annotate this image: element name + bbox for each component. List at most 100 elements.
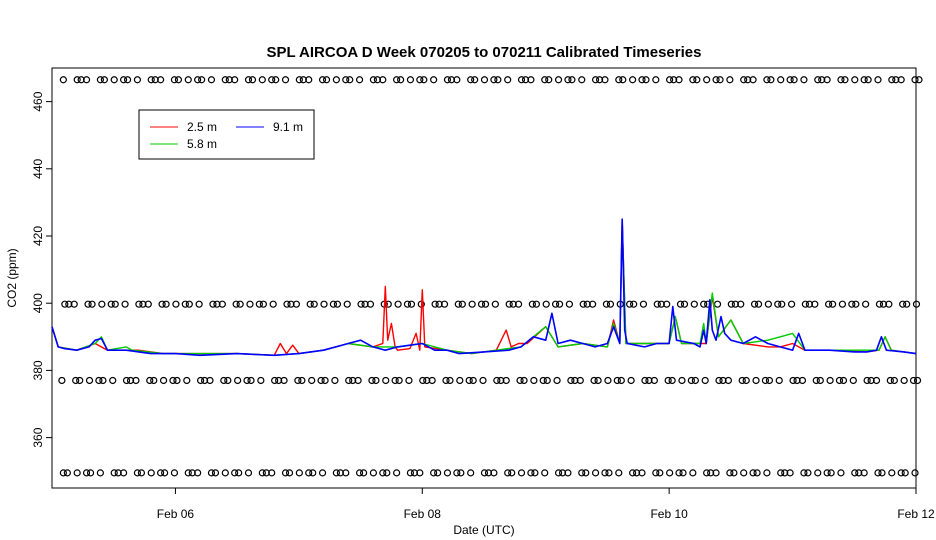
calibration-point bbox=[892, 76, 900, 84]
calibration-point bbox=[281, 76, 290, 84]
calibration-point bbox=[122, 376, 131, 385]
calibration-point bbox=[98, 300, 106, 308]
calibration-point bbox=[110, 76, 118, 84]
calibration-point bbox=[835, 376, 844, 385]
calibration-point bbox=[633, 469, 641, 477]
calibration-point bbox=[657, 300, 665, 308]
calibration-point bbox=[541, 76, 549, 84]
calibration-point bbox=[169, 376, 177, 385]
calibration-point bbox=[509, 300, 517, 308]
calibration-point bbox=[605, 469, 613, 477]
calibration-point bbox=[467, 76, 475, 84]
calibration-point bbox=[232, 300, 240, 308]
calibration-point bbox=[198, 76, 206, 84]
calibration-point bbox=[527, 76, 535, 84]
series-lines bbox=[51, 218, 917, 357]
calibration-point bbox=[863, 376, 871, 385]
calibration-point bbox=[185, 300, 193, 308]
calibration-point bbox=[458, 300, 466, 308]
plot-frame bbox=[51, 67, 917, 489]
calibration-point bbox=[181, 300, 189, 308]
calibration-point bbox=[479, 376, 487, 385]
calibration-point bbox=[95, 376, 103, 385]
calibration-point bbox=[465, 376, 473, 385]
calibration-point bbox=[713, 300, 722, 308]
calibration-point bbox=[730, 469, 738, 477]
calibration-point bbox=[262, 469, 270, 477]
calibration-point bbox=[428, 376, 436, 385]
calibration-point bbox=[86, 469, 95, 477]
calibration-point bbox=[707, 469, 715, 477]
calibration-point bbox=[761, 376, 770, 385]
calibration-point bbox=[888, 76, 896, 84]
series-line-9-1-m bbox=[51, 218, 917, 357]
calibration-point bbox=[777, 469, 785, 477]
calibration-point bbox=[568, 76, 576, 84]
calibration-point bbox=[675, 469, 683, 477]
calibration-point bbox=[740, 76, 748, 84]
calibration-point bbox=[355, 76, 364, 84]
calibration-point bbox=[321, 376, 329, 385]
calibration-point bbox=[860, 469, 868, 477]
calibration-point bbox=[827, 469, 835, 477]
calibration-point bbox=[530, 376, 538, 385]
calibration-point bbox=[578, 76, 586, 84]
calibration-point bbox=[268, 76, 276, 84]
calibration-point bbox=[872, 376, 881, 385]
legend-box bbox=[138, 109, 315, 160]
calibration-point bbox=[410, 469, 419, 477]
calibration-point bbox=[188, 469, 196, 477]
calibration-point bbox=[774, 300, 782, 308]
x-tick-label: Feb 10 bbox=[650, 507, 688, 521]
y-tick-label: 420 bbox=[31, 226, 45, 246]
calibration-point bbox=[826, 376, 834, 385]
calibration-point bbox=[874, 469, 882, 477]
calibration-point bbox=[257, 376, 265, 385]
calibration-point bbox=[235, 469, 243, 477]
calibration-point bbox=[680, 300, 689, 308]
calibration-point bbox=[553, 376, 561, 385]
calibration-point bbox=[310, 300, 318, 308]
calibration-point bbox=[903, 300, 911, 308]
calibration-point bbox=[213, 300, 221, 308]
calibration-point bbox=[157, 469, 165, 477]
calibration-point bbox=[811, 300, 819, 308]
calibration-point bbox=[606, 300, 615, 308]
calibration-point bbox=[656, 469, 664, 477]
calibration-point bbox=[678, 376, 686, 385]
calibration-point bbox=[174, 76, 183, 84]
calibration-point bbox=[201, 376, 209, 385]
calibration-point bbox=[652, 469, 660, 477]
calibration-point bbox=[231, 76, 239, 84]
calibration-point bbox=[617, 376, 625, 385]
calibration-point bbox=[527, 469, 535, 477]
calibration-point bbox=[298, 376, 306, 385]
calibration-point bbox=[591, 76, 600, 84]
calibration-point bbox=[137, 469, 146, 477]
y-tick-label: 460 bbox=[31, 91, 45, 111]
calibration-point bbox=[287, 300, 295, 308]
calibration-point bbox=[221, 469, 229, 477]
legend-label-5-8m: 5.8 m bbox=[187, 137, 217, 151]
calibration-point bbox=[615, 469, 623, 477]
calibration-point bbox=[132, 376, 140, 385]
calibration-point bbox=[361, 300, 369, 308]
calibration-point bbox=[211, 469, 220, 477]
calibration-point bbox=[206, 376, 214, 385]
calibration-point bbox=[897, 76, 905, 84]
calibration-point bbox=[419, 376, 427, 385]
calibration-point bbox=[825, 300, 833, 308]
calibration-point bbox=[494, 76, 502, 84]
calibration-point bbox=[135, 300, 143, 308]
calibration-point bbox=[886, 376, 894, 385]
calibration-point bbox=[416, 76, 424, 84]
calibration-point bbox=[272, 76, 280, 84]
calibration-point bbox=[517, 76, 526, 84]
calibration-point bbox=[77, 76, 85, 84]
calibration-point bbox=[158, 300, 166, 308]
calibration-point bbox=[295, 76, 303, 84]
calibration-point bbox=[446, 376, 454, 385]
calibration-point bbox=[207, 469, 216, 477]
calibration-point bbox=[839, 376, 848, 385]
calibration-point bbox=[508, 469, 516, 477]
